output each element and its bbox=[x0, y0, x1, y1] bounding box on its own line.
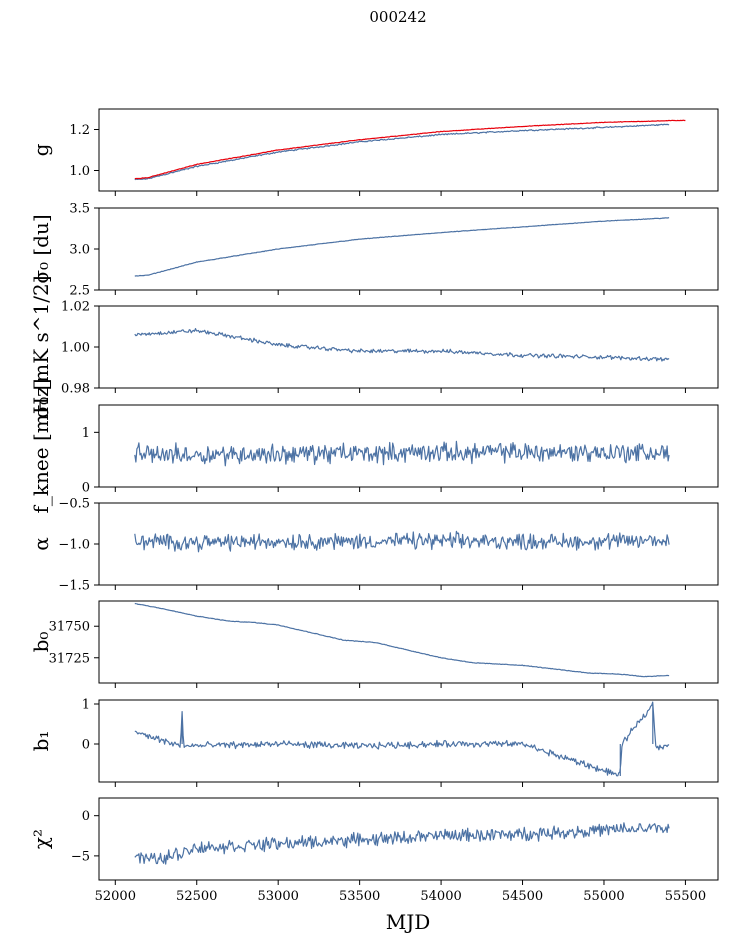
series-line-1-2 bbox=[134, 119, 686, 180]
y-axis-label: b₁ bbox=[29, 731, 53, 752]
y-tick-label: −1.5 bbox=[58, 579, 90, 594]
y-axis-label: σ₀ [du] bbox=[29, 214, 53, 283]
y-tick-label: 0 bbox=[82, 738, 90, 753]
y-tick-label: 0.98 bbox=[61, 382, 90, 397]
series-line-6-1 bbox=[134, 602, 670, 678]
axes-frame bbox=[98, 600, 719, 684]
y-tick-label: 0 bbox=[82, 809, 90, 824]
y-tick-label: 1.02 bbox=[61, 300, 90, 315]
panel-4: 0 1 f_knee [mHz] bbox=[29, 379, 719, 514]
panels: 1.0 1.2 g 2.5 3.0 3.5 σ₀ [du] 0.98 1.00 1.02 σ₀ [m… bbox=[29, 108, 719, 904]
x-tick-label: 53500 bbox=[339, 889, 380, 904]
panel-2: 2.5 3.0 3.5 σ₀ [du] bbox=[29, 202, 719, 299]
panel-5: −1.5 −1.0 −0.5 α bbox=[29, 497, 719, 594]
panel-8: −5 0 52000 52500 53000 53500 54000 54500 55000 55… bbox=[29, 797, 719, 904]
y-tick-label: 1.0 bbox=[69, 164, 90, 179]
y-axis-label: α bbox=[29, 537, 53, 551]
y-tick-label: 3.0 bbox=[69, 243, 90, 258]
x-tick-label: 52500 bbox=[176, 889, 217, 904]
series-line-7-1 bbox=[134, 701, 670, 777]
y-axis-label: χ² bbox=[29, 829, 53, 849]
y-tick-label: −0.5 bbox=[58, 497, 90, 512]
axes-frame bbox=[98, 404, 719, 488]
y-tick-label: 31725 bbox=[49, 651, 90, 666]
axes-frame bbox=[98, 797, 719, 881]
y-tick-label: 1.2 bbox=[69, 123, 90, 138]
y-axis-label: g bbox=[29, 143, 53, 156]
y-axis-label: f_knee [mHz] bbox=[29, 379, 53, 514]
y-tick-label: 2.5 bbox=[69, 284, 90, 299]
series-line-5-1 bbox=[134, 530, 670, 553]
y-tick-label: 1.00 bbox=[61, 341, 90, 356]
y-tick-label: 31750 bbox=[49, 620, 90, 635]
x-tick-label: 53000 bbox=[258, 889, 299, 904]
panel-7: 0 1 b₁ bbox=[29, 698, 719, 787]
y-axis-label: b₀ bbox=[29, 632, 53, 653]
y-tick-label: 1 bbox=[82, 426, 90, 441]
figure-title: 000242 bbox=[369, 8, 426, 26]
y-tick-label: 1 bbox=[82, 698, 90, 713]
series-line-4-1 bbox=[134, 440, 670, 467]
axes-frame bbox=[98, 699, 719, 783]
y-axis-label: σ₀ [mK s^1/2] bbox=[29, 275, 53, 418]
panel-1: 1.0 1.2 g bbox=[29, 108, 719, 196]
panel-3: 0.98 1.00 1.02 σ₀ [mK s^1/2] bbox=[29, 275, 719, 419]
series-line-8-1 bbox=[134, 822, 670, 865]
series-line-2-1 bbox=[134, 217, 670, 277]
x-tick-label: 54500 bbox=[502, 889, 543, 904]
x-tick-label: 54000 bbox=[420, 889, 461, 904]
x-tick-label: 52000 bbox=[95, 889, 136, 904]
series-line-3-1 bbox=[134, 328, 670, 362]
x-axis-label: MJD bbox=[386, 910, 431, 934]
axes-frame bbox=[98, 305, 719, 389]
y-tick-label: 0 bbox=[82, 481, 90, 496]
axes-frame bbox=[98, 108, 719, 192]
y-tick-label: −5 bbox=[71, 849, 90, 864]
y-tick-label: −1.0 bbox=[58, 538, 90, 553]
x-tick-label: 55500 bbox=[665, 889, 706, 904]
series-line-1-1 bbox=[134, 123, 670, 181]
y-tick-label: 3.5 bbox=[69, 202, 90, 217]
x-tick-label: 55000 bbox=[583, 889, 624, 904]
